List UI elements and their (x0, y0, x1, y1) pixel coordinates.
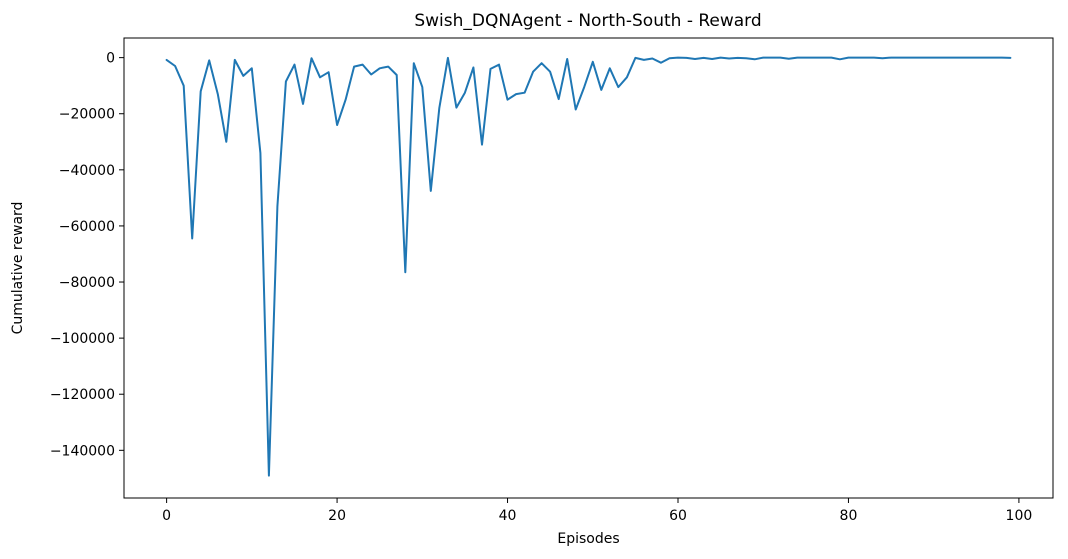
x-axis-label: Episodes (557, 531, 619, 547)
y-tick-label: −120000 (50, 387, 115, 403)
x-tick-label: 100 (1006, 508, 1033, 524)
series-line (165, 56, 1012, 477)
x-tick-label: 60 (669, 508, 687, 524)
y-tick-label: −20000 (59, 107, 115, 123)
y-axis-ticks: 0 −20000 −40000 −60000 −80000 −100000 −120000 −… (50, 51, 124, 459)
y-tick-label: 0 (106, 51, 115, 67)
y-tick-label: −140000 (50, 443, 115, 459)
chart-title: Swish_DQNAgent - North-South - Reward (414, 11, 761, 31)
series-layer (165, 56, 1012, 477)
y-tick-label: −40000 (59, 163, 115, 179)
y-axis-label: Cumulative reward (10, 202, 26, 335)
y-tick-label: −80000 (59, 275, 115, 291)
x-tick-label: 0 (162, 508, 171, 524)
x-tick-label: 80 (840, 508, 858, 524)
x-tick-label: 40 (499, 508, 517, 524)
x-tick-label: 20 (328, 508, 346, 524)
y-tick-label: −100000 (50, 331, 115, 347)
y-tick-label: −60000 (59, 219, 115, 235)
plot-frame (123, 37, 1054, 499)
x-axis-ticks: 0 20 40 60 80 100 (162, 498, 1032, 524)
